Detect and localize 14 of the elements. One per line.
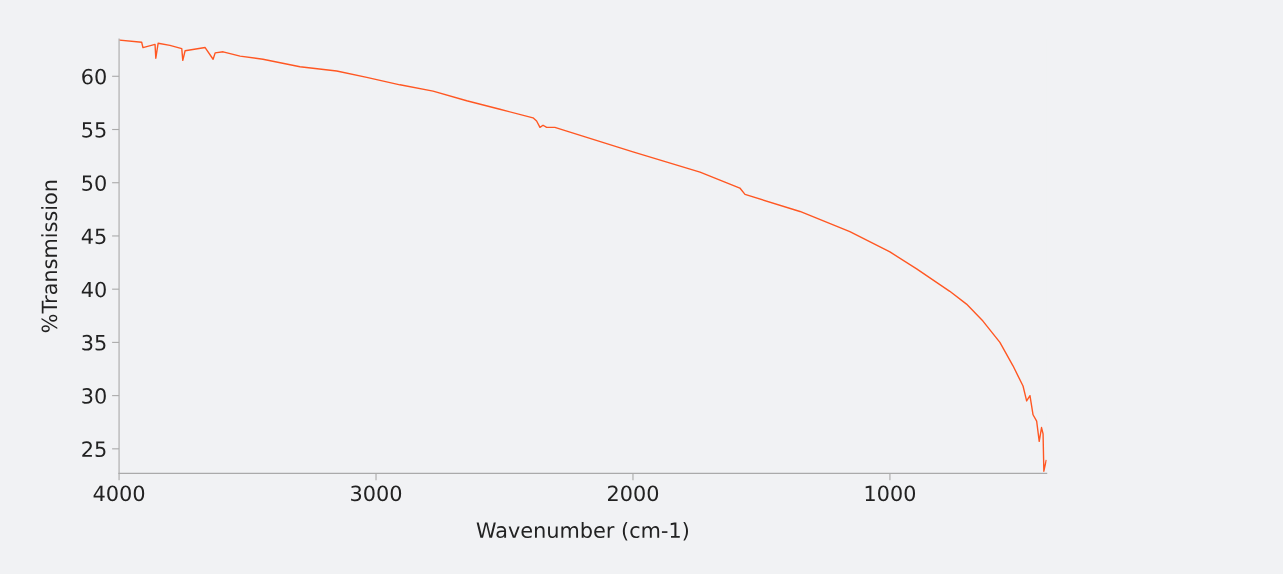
y-tick-label: 35 xyxy=(82,334,106,351)
x-tick-label: 3000 xyxy=(351,485,402,502)
x-tick-label: 2000 xyxy=(607,485,659,502)
x-tick-label: 1000 xyxy=(865,485,916,502)
y-tick-label: 55 xyxy=(82,122,106,138)
x-axis-title: Wavenumber (cm-1) xyxy=(476,521,689,541)
y-tick-label: 40 xyxy=(81,281,106,298)
y-tick-label: 25 xyxy=(82,441,106,458)
y-axis-title: %Transmission xyxy=(41,180,58,333)
y-tick-label: 60 xyxy=(82,68,106,85)
y-tick-label: 30 xyxy=(82,388,106,404)
x-tick-label: 4000 xyxy=(93,485,145,502)
y-tick-label: 50 xyxy=(82,175,106,191)
y-tick-label: 45 xyxy=(81,228,106,245)
